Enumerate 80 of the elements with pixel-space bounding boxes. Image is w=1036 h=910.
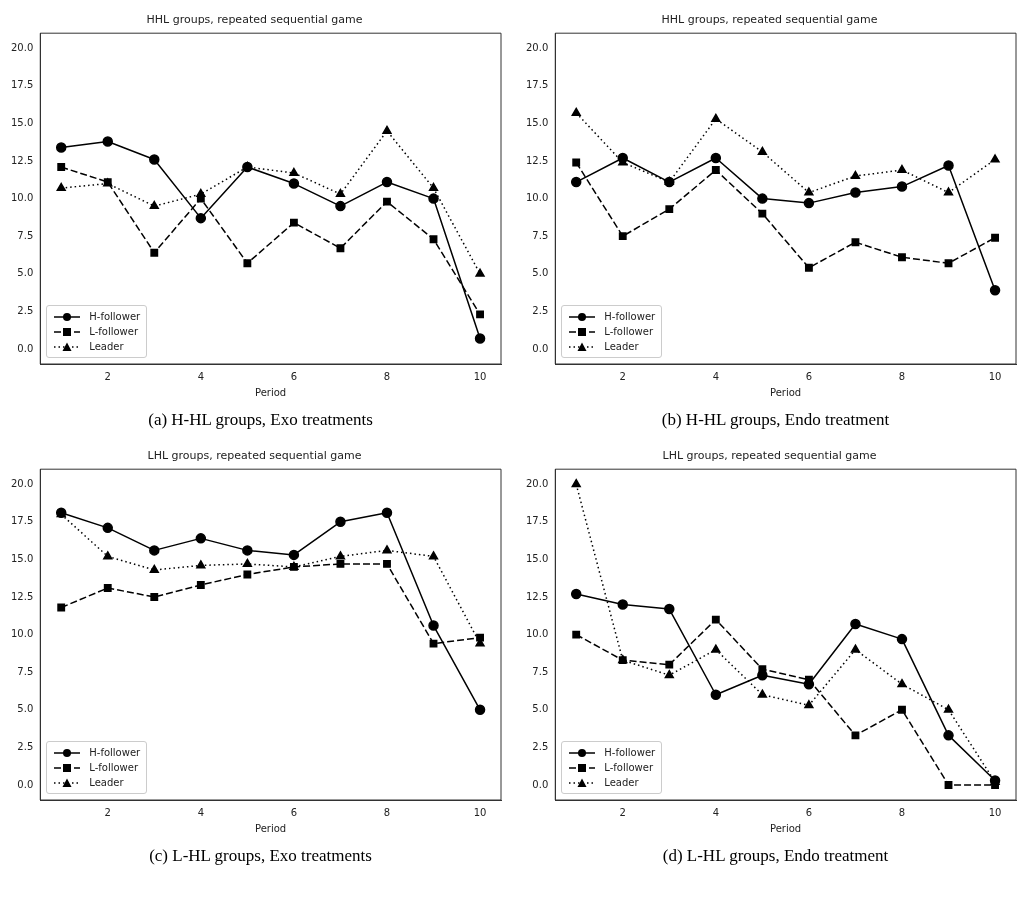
legend-label: Leader — [604, 341, 639, 352]
y-tick-label: 7.5 — [17, 665, 34, 677]
y-tick-label: 2.5 — [17, 740, 34, 752]
legend-label: Leader — [89, 341, 124, 352]
y-tick-label: 15.0 — [11, 117, 34, 129]
legend-label: L-follower — [604, 326, 654, 337]
x-axis-title: Period — [770, 386, 802, 398]
y-tick-label: 15.0 — [526, 117, 549, 129]
y-tick-label: 12.5 — [526, 154, 549, 166]
y-tick-label: 5.0 — [17, 703, 34, 715]
y-tick-label: 10.0 — [11, 628, 34, 640]
y-tick-label: 0.0 — [532, 778, 549, 790]
chart-title: LHL groups, repeated sequential game — [147, 449, 362, 463]
text: (c) L-HL groups, Exo treatments — [148, 846, 373, 867]
x-axis-title: Period — [255, 386, 287, 398]
y-tick-label: 17.5 — [526, 515, 549, 527]
y-tick-label: 20.0 — [11, 477, 34, 489]
y-tick-label: 17.5 — [526, 79, 549, 91]
y-tick-label: 0.0 — [17, 778, 34, 790]
legend-label: Leader — [89, 777, 124, 788]
legend-label: H-follower — [89, 311, 141, 322]
x-axis-title: Period — [770, 822, 802, 834]
x-tick-label: 6 — [290, 370, 298, 382]
legend-label: H-follower — [89, 747, 141, 758]
y-tick-label: 17.5 — [11, 79, 34, 91]
legend-label: L-follower — [89, 762, 139, 773]
legend-label: H-follower — [604, 311, 656, 322]
y-tick-label: 17.5 — [11, 515, 34, 527]
y-tick-label: 5.0 — [17, 267, 34, 279]
x-tick-label: 8 — [383, 370, 391, 382]
text: (a) H-HL groups, Exo treatments — [147, 410, 374, 431]
x-tick-label: 4 — [197, 370, 205, 382]
x-tick-label: 4 — [712, 806, 720, 818]
x-tick-label: 6 — [290, 806, 298, 818]
x-tick-label: 8 — [898, 370, 906, 382]
y-tick-label: 10.0 — [11, 192, 34, 204]
legend-label: L-follower — [604, 762, 654, 773]
y-tick-label: 2.5 — [17, 304, 34, 316]
y-tick-label: 20.0 — [11, 41, 34, 53]
y-tick-label: 12.5 — [526, 590, 549, 602]
x-tick-label: 4 — [712, 370, 720, 382]
y-tick-label: 12.5 — [11, 154, 34, 166]
y-tick-label: 15.0 — [526, 553, 549, 565]
y-tick-label: 2.5 — [532, 304, 549, 316]
x-tick-label: 10 — [473, 806, 487, 818]
y-tick-label: 15.0 — [11, 553, 34, 565]
chart-title: LHL groups, repeated sequential game — [662, 449, 877, 463]
x-tick-label: 6 — [805, 806, 813, 818]
x-tick-label: 2 — [104, 806, 111, 818]
y-tick-label: 7.5 — [532, 665, 549, 677]
x-tick-label: 4 — [197, 806, 205, 818]
y-tick-label: 10.0 — [526, 192, 549, 204]
y-tick-label: 7.5 — [17, 229, 34, 241]
y-tick-label: 20.0 — [526, 41, 549, 53]
legend-label: H-follower — [604, 747, 656, 758]
x-tick-label: 8 — [898, 806, 906, 818]
y-tick-label: 12.5 — [11, 590, 34, 602]
y-tick-label: 0.0 — [532, 342, 549, 354]
x-tick-label: 2 — [104, 370, 111, 382]
text: (b) H-HL groups, Endo treatment — [660, 410, 891, 431]
chart-title: HHL groups, repeated sequential game — [146, 13, 363, 27]
x-tick-label: 10 — [988, 806, 1002, 818]
y-tick-label: 2.5 — [532, 740, 549, 752]
x-tick-label: 10 — [473, 370, 487, 382]
text: (d) L-HL groups, Endo treatment — [661, 846, 890, 867]
x-tick-label: 2 — [619, 370, 626, 382]
y-tick-label: 7.5 — [532, 229, 549, 241]
x-tick-label: 2 — [619, 806, 626, 818]
x-tick-label: 6 — [805, 370, 813, 382]
legend-label: L-follower — [89, 326, 139, 337]
x-tick-label: 10 — [988, 370, 1002, 382]
legend-label: Leader — [604, 777, 639, 788]
y-tick-label: 5.0 — [532, 267, 549, 279]
y-tick-label: 20.0 — [526, 477, 549, 489]
y-tick-label: 0.0 — [17, 342, 34, 354]
chart-title: HHL groups, repeated sequential game — [661, 13, 878, 27]
x-axis-title: Period — [255, 822, 287, 834]
x-tick-label: 8 — [383, 806, 391, 818]
y-tick-label: 5.0 — [532, 703, 549, 715]
y-tick-label: 10.0 — [526, 628, 549, 640]
